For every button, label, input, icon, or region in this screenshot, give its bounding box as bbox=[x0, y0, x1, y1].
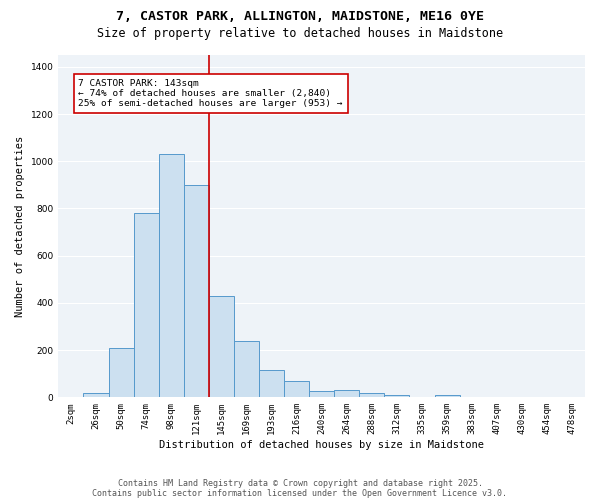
Bar bbox=[159, 154, 184, 398]
Bar bbox=[134, 213, 159, 398]
Bar bbox=[284, 381, 309, 398]
Bar bbox=[259, 370, 284, 398]
Bar bbox=[184, 185, 209, 398]
Bar bbox=[234, 340, 259, 398]
Bar bbox=[209, 296, 234, 398]
Bar bbox=[83, 392, 109, 398]
Bar bbox=[359, 392, 385, 398]
Text: Contains public sector information licensed under the Open Government Licence v3: Contains public sector information licen… bbox=[92, 488, 508, 498]
Bar bbox=[109, 348, 134, 398]
Text: 7, CASTOR PARK, ALLINGTON, MAIDSTONE, ME16 0YE: 7, CASTOR PARK, ALLINGTON, MAIDSTONE, ME… bbox=[116, 10, 484, 23]
X-axis label: Distribution of detached houses by size in Maidstone: Distribution of detached houses by size … bbox=[159, 440, 484, 450]
Text: Size of property relative to detached houses in Maidstone: Size of property relative to detached ho… bbox=[97, 28, 503, 40]
Text: 7 CASTOR PARK: 143sqm
← 74% of detached houses are smaller (2,840)
25% of semi-d: 7 CASTOR PARK: 143sqm ← 74% of detached … bbox=[79, 78, 343, 108]
Bar bbox=[309, 392, 334, 398]
Bar bbox=[385, 395, 409, 398]
Bar bbox=[434, 395, 460, 398]
Y-axis label: Number of detached properties: Number of detached properties bbox=[15, 136, 25, 317]
Bar bbox=[334, 390, 359, 398]
Text: Contains HM Land Registry data © Crown copyright and database right 2025.: Contains HM Land Registry data © Crown c… bbox=[118, 478, 482, 488]
